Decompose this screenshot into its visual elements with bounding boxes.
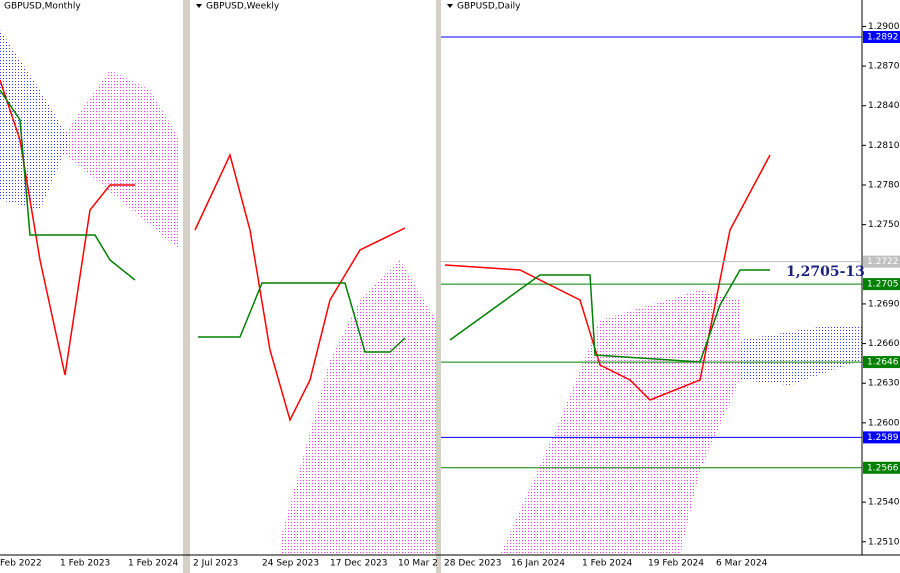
y-tick-label: 1.2870 bbox=[868, 62, 900, 72]
level-tag bbox=[863, 461, 900, 474]
y-tick-label: 1.2750 bbox=[868, 220, 900, 230]
y-tick-label: 1.2540 bbox=[868, 498, 900, 508]
date-label: 1 Feb 2024 bbox=[128, 559, 179, 569]
cloud bbox=[500, 290, 740, 555]
y-tick-label: 1.2810 bbox=[868, 141, 900, 151]
level-label: 1.2892 bbox=[867, 33, 899, 43]
cloud bbox=[0, 30, 70, 210]
date-label: 24 Sep 2023 bbox=[262, 559, 319, 569]
level-tag bbox=[863, 278, 900, 291]
date-label: 19 Feb 2024 bbox=[648, 559, 704, 569]
level-label: 1.2566 bbox=[867, 463, 899, 473]
indicator-line bbox=[198, 282, 406, 353]
indicator-line bbox=[0, 79, 135, 376]
y-tick-label: 1.2900 bbox=[868, 22, 900, 32]
indicator-line bbox=[449, 269, 770, 363]
splitter bbox=[183, 0, 190, 573]
y-tick-label: 1.2690 bbox=[868, 299, 900, 309]
date-label: 28 Dec 2023 bbox=[444, 559, 502, 569]
y-tick-label: 1.2600 bbox=[868, 418, 900, 428]
splitter bbox=[436, 0, 441, 573]
panel-title: GBPUSD,Monthly bbox=[4, 2, 81, 12]
indicator-line bbox=[444, 154, 771, 401]
date-label: 17 Dec 2023 bbox=[330, 559, 388, 569]
y-tick-label: 1.2840 bbox=[868, 101, 900, 111]
date-label: 6 Mar 2024 bbox=[716, 559, 768, 569]
y-tick-label: 1.2510 bbox=[868, 537, 900, 547]
level-tag bbox=[863, 31, 900, 43]
level-tag bbox=[863, 255, 900, 268]
y-tick-label: 1.2780 bbox=[868, 181, 900, 191]
level-label: 1.2589 bbox=[867, 433, 899, 443]
date-label: 2 Jul 2023 bbox=[193, 559, 238, 569]
cloud bbox=[60, 70, 180, 250]
y-tick-label: 1.2630 bbox=[868, 379, 900, 389]
indicator-line bbox=[0, 89, 136, 281]
panel-title: GBPUSD,Weekly bbox=[206, 2, 280, 12]
cloud bbox=[280, 260, 436, 555]
indicator-line bbox=[194, 152, 406, 423]
panel-title: GBPUSD,Daily bbox=[457, 2, 521, 12]
level-tag bbox=[863, 431, 900, 444]
date-label: 16 Jan 2024 bbox=[511, 559, 565, 569]
cloud bbox=[740, 325, 862, 385]
title-icon bbox=[196, 4, 202, 8]
annotation: 1,2705-13 bbox=[786, 264, 865, 280]
level-label: 1.2705 bbox=[867, 280, 899, 290]
level-label: 1.2646 bbox=[867, 358, 899, 368]
date-label: Feb 2022 bbox=[0, 559, 42, 569]
level-label: 1.2722 bbox=[867, 257, 899, 267]
date-label: 10 Mar 2 bbox=[398, 559, 438, 569]
date-label: 1 Feb 2023 bbox=[60, 559, 110, 569]
title-icon bbox=[447, 4, 453, 8]
date-label: 1 Feb 2024 bbox=[582, 559, 633, 569]
level-tag bbox=[863, 356, 900, 369]
y-tick-label: 1.2660 bbox=[868, 339, 900, 349]
